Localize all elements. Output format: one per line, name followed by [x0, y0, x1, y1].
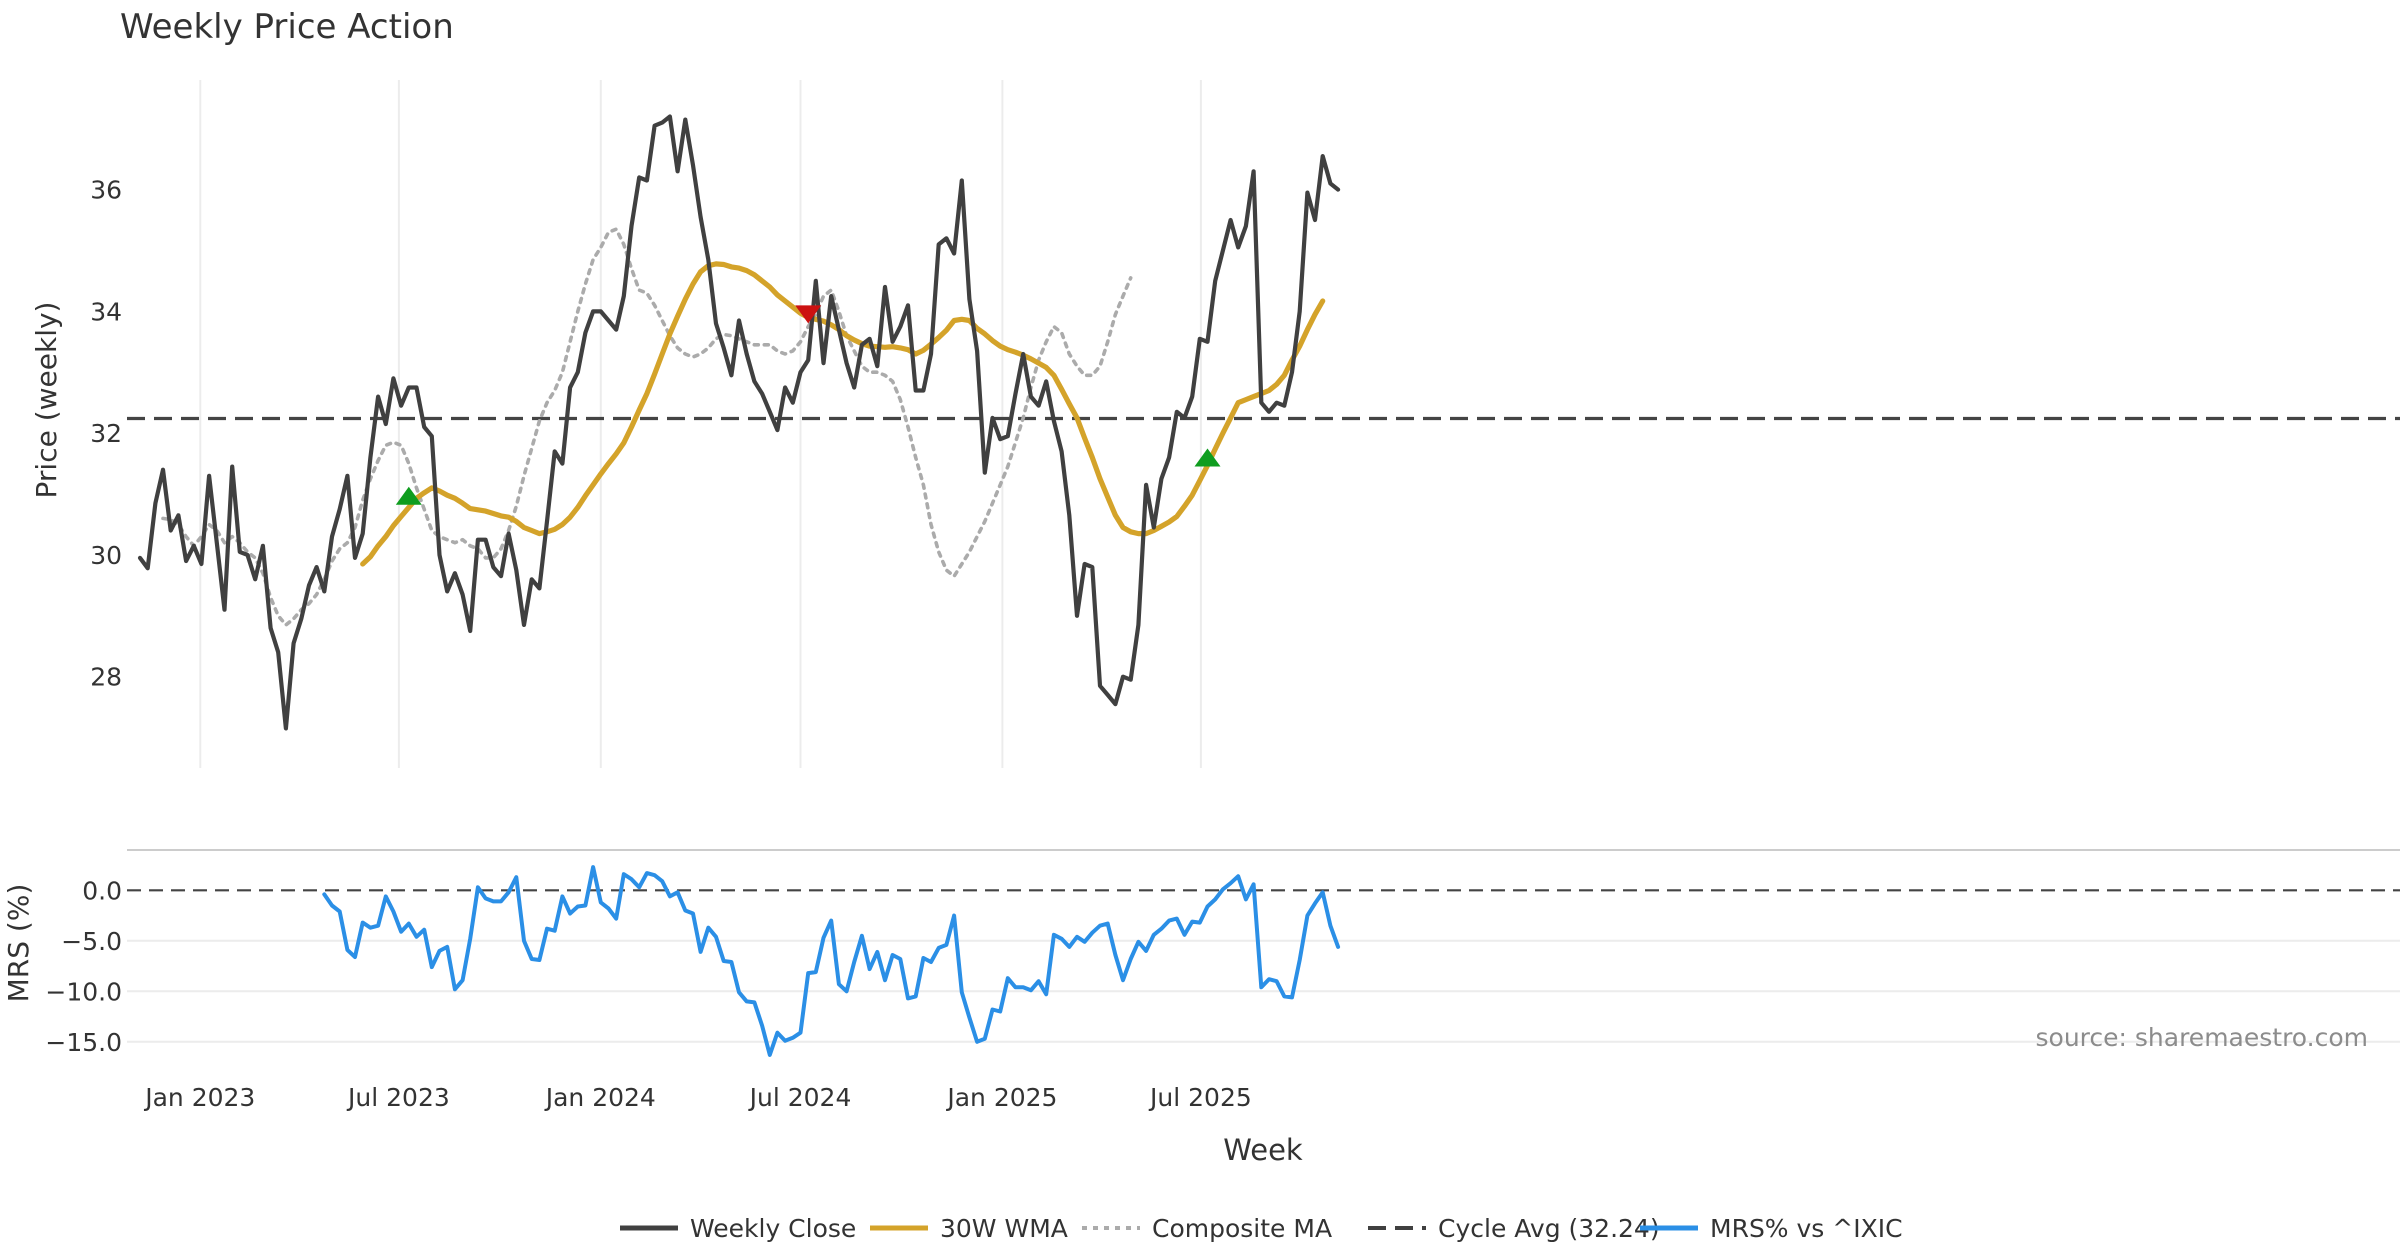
legend-item: Weekly Close: [620, 1214, 856, 1243]
price-y-axis: 28 30 32 34 36: [90, 176, 122, 692]
sell-signal-marker: [795, 305, 822, 324]
mrs-y-axis: 0.0 −5.0 −10.0 −15.0: [45, 876, 122, 1057]
legend-item: Composite MA: [1082, 1214, 1332, 1243]
buy-signal-marker: [395, 486, 422, 505]
signal-markers: [395, 305, 1221, 505]
composite-ma-line: [161, 227, 1133, 627]
y-tick-label: 0.0: [82, 876, 122, 905]
x-tick-label: Jul 2025: [1148, 1083, 1252, 1112]
y-tick-label: 36: [90, 176, 122, 205]
wma-30w-line: [360, 261, 1326, 567]
x-tick-label: Jul 2024: [748, 1083, 852, 1112]
x-tick-label: Jan 2025: [945, 1083, 1057, 1112]
x-tick-label: Jul 2023: [346, 1083, 450, 1112]
legend-label: 30W WMA: [940, 1214, 1068, 1243]
price-panel-series: [137, 114, 1341, 731]
price-y-axis-label: Price (weekly): [30, 302, 63, 499]
mrs-y-axis-label: MRS (%): [2, 884, 35, 1003]
legend: Weekly Close 30W WMA Composite MA Cycle Avg…: [620, 1214, 1903, 1243]
source-annotation: source: sharemaestro.com: [2036, 1023, 2369, 1052]
chart-title: Weekly Price Action: [120, 7, 454, 47]
legend-item: 30W WMA: [870, 1214, 1068, 1243]
mrs-line: [322, 865, 1341, 1057]
y-tick-label: 32: [90, 419, 122, 448]
mrs-panel-gridlines: [127, 939, 2400, 1043]
weekly-close-line: [137, 114, 1341, 731]
x-tick-label: Jan 2024: [544, 1083, 656, 1112]
mrs-panel-series: [322, 865, 1341, 1057]
y-tick-label: −5.0: [61, 927, 122, 956]
y-tick-label: 30: [90, 541, 122, 570]
y-tick-label: 34: [90, 297, 122, 326]
legend-item: MRS% vs ^IXIC: [1640, 1214, 1903, 1243]
x-axis: Jan 2023 Jul 2023 Jan 2024 Jul 2024 Jan 2025…: [143, 1083, 1252, 1112]
y-tick-label: 28: [90, 663, 122, 692]
price-panel-gridlines: [199, 80, 1202, 768]
legend-label: Weekly Close: [690, 1214, 856, 1243]
x-tick-label: Jan 2023: [143, 1083, 255, 1112]
buy-signal-marker: [1194, 448, 1221, 467]
legend-label: Composite MA: [1152, 1214, 1332, 1243]
y-tick-label: −10.0: [45, 977, 122, 1006]
legend-label: Cycle Avg (32.24): [1438, 1214, 1660, 1243]
legend-label: MRS% vs ^IXIC: [1710, 1214, 1903, 1243]
legend-item: Cycle Avg (32.24): [1368, 1214, 1660, 1243]
y-tick-label: −15.0: [45, 1028, 122, 1057]
x-axis-label: Week: [1223, 1133, 1303, 1167]
